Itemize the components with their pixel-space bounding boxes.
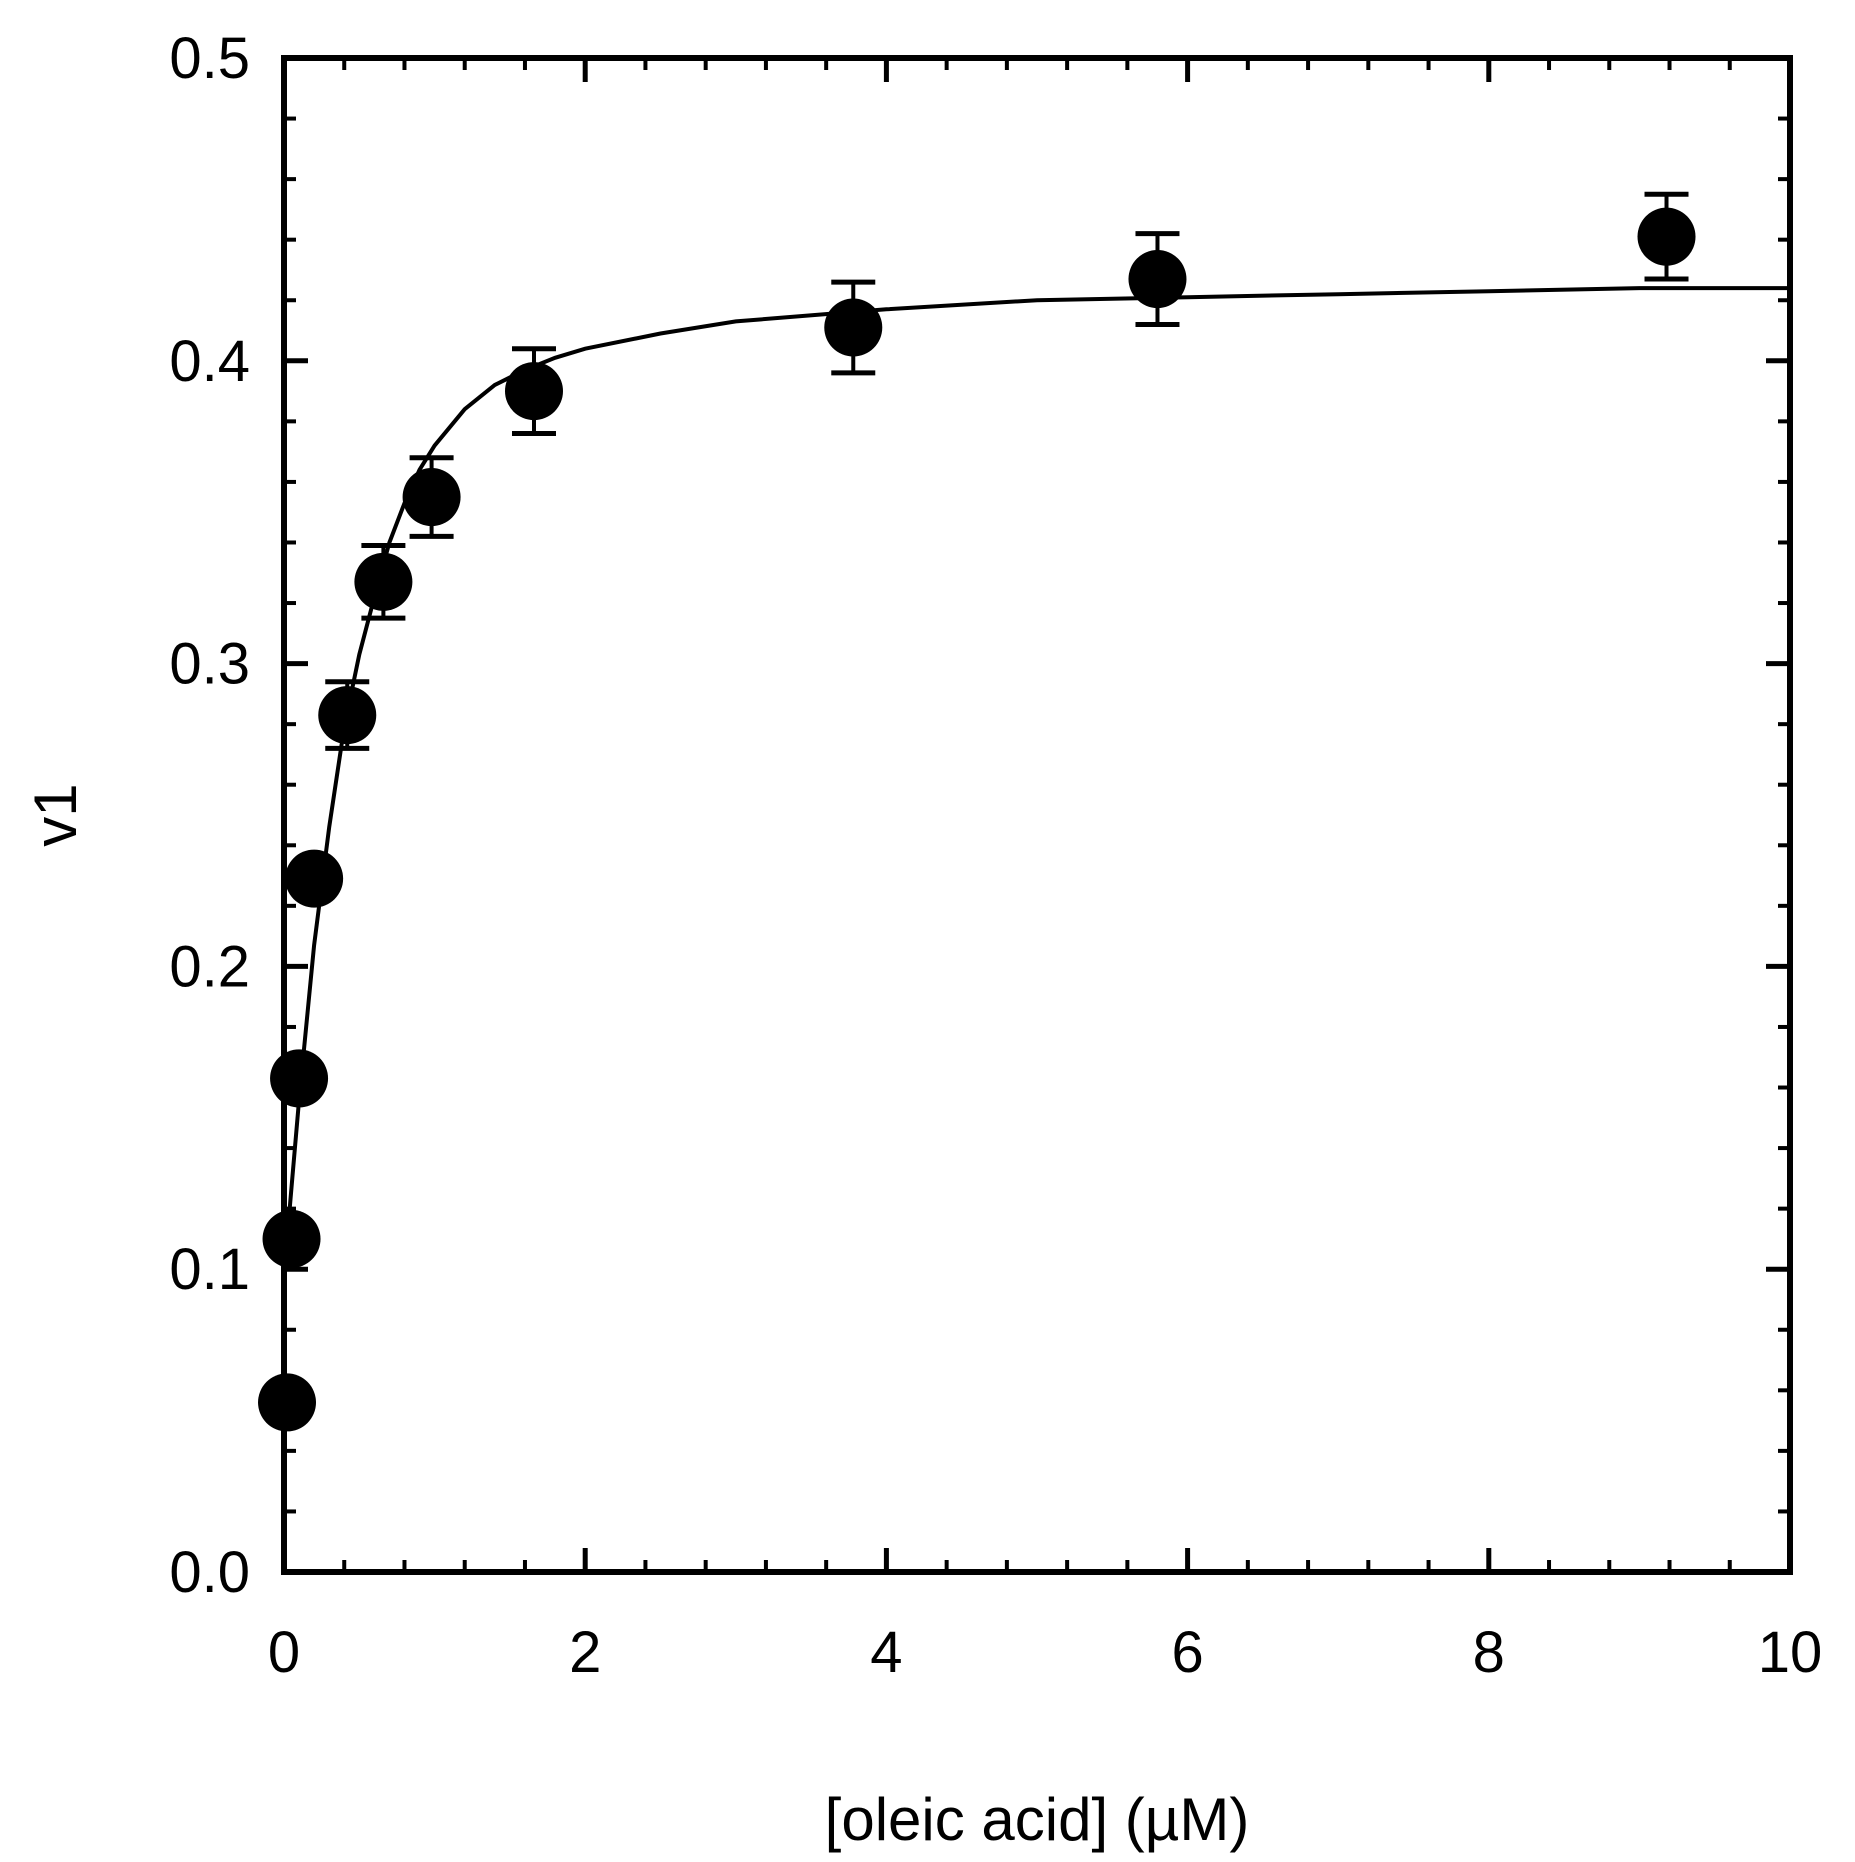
data-point [504, 362, 563, 421]
y-tick-label: 0.5 [169, 26, 250, 91]
x-tick-label: 4 [870, 1620, 902, 1685]
y-tick-labels: 0.0 0.1 0.2 0.3 0.4 0.5 [169, 26, 250, 1605]
data-point [824, 298, 883, 357]
x-tick-labels: 0 2 4 6 8 10 [268, 1620, 1822, 1685]
points-layer [258, 191, 1696, 1432]
y-tick-label: 0.2 [169, 934, 250, 999]
y-axis-title: v1 [22, 783, 89, 846]
data-point [354, 552, 413, 611]
plot-frame [281, 55, 1793, 1575]
data-point [270, 1049, 329, 1108]
x-axis-title: [oleic acid] (µM) [825, 1786, 1250, 1853]
y-tick-label: 0.1 [169, 1237, 250, 1302]
y-tick-label: 0.4 [169, 329, 250, 394]
y-tick-label: 0.0 [169, 1540, 250, 1605]
data-point [402, 468, 461, 527]
x-tick-label: 0 [268, 1620, 300, 1685]
data-point [258, 1373, 317, 1432]
y-tick-label: 0.3 [169, 632, 250, 697]
data-point [262, 1209, 321, 1268]
data-point [1637, 207, 1696, 266]
x-tick-label: 10 [1758, 1620, 1823, 1685]
data-point [1128, 250, 1187, 309]
data-point [285, 849, 344, 908]
data-point [318, 686, 377, 745]
x-tick-label: 6 [1171, 1620, 1203, 1685]
x-tick-label: 8 [1473, 1620, 1505, 1685]
x-tick-label: 2 [569, 1620, 601, 1685]
